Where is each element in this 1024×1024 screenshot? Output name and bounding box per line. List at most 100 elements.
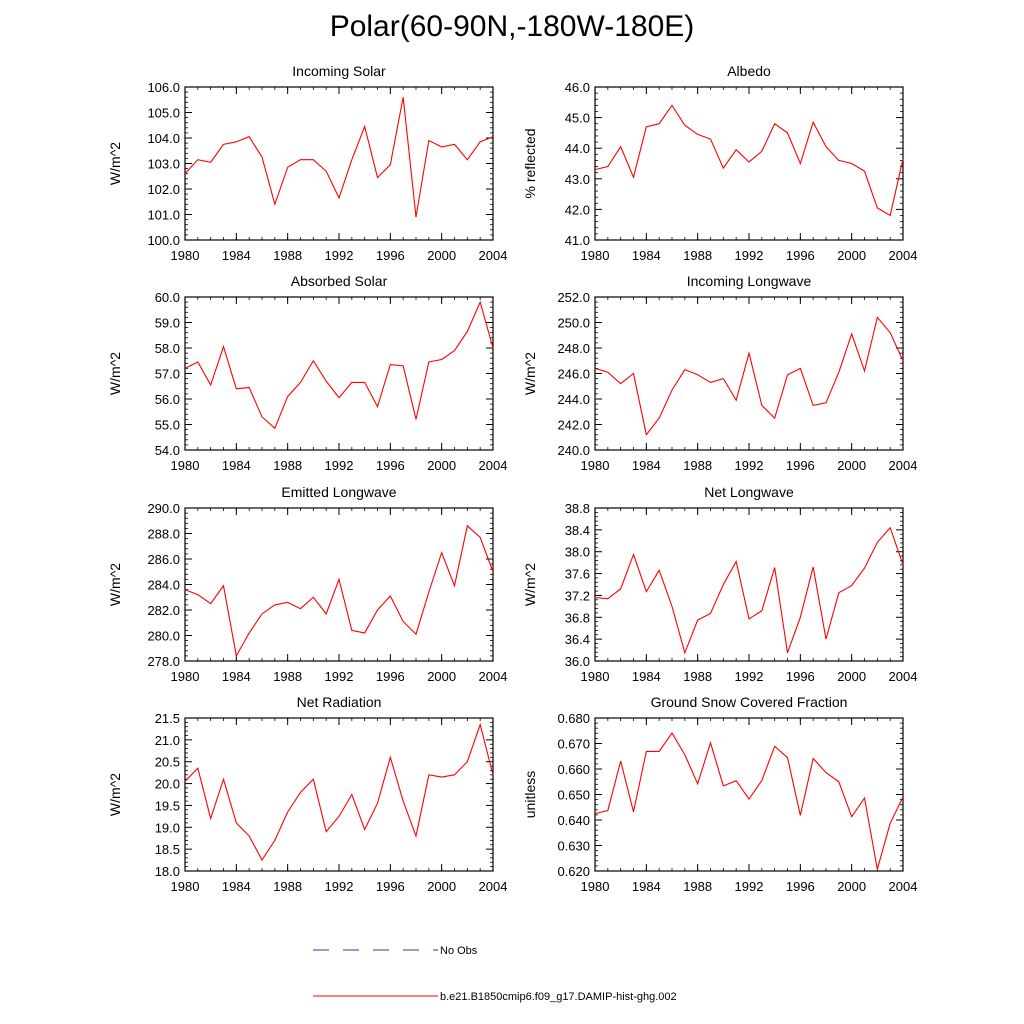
series-line bbox=[594, 316, 904, 436]
x-tick-label: 1996 bbox=[376, 669, 405, 684]
plot-frame bbox=[594, 507, 904, 662]
panel-2: Albedo % reflected 1980 1984 1988 1992 1996 200… bbox=[522, 63, 917, 263]
x-tick-label: 2000 bbox=[837, 879, 866, 894]
panel-title: Emitted Longwave bbox=[281, 484, 396, 500]
y-tick-label: 102.0 bbox=[147, 182, 180, 197]
x-tick-label: 1984 bbox=[632, 879, 661, 894]
x-tick-label: 2000 bbox=[837, 669, 866, 684]
panel-1: Incoming Solar W/m^2 1980 1984 1988 1992 1996 2… bbox=[107, 63, 507, 263]
x-tick-label: 1980 bbox=[171, 879, 200, 894]
x-tick-label: 1984 bbox=[222, 458, 251, 473]
panel-4: Incoming Longwave W/m^2 1980 1984 1988 1992 19… bbox=[522, 273, 917, 473]
y-axis-label: W/m^2 bbox=[522, 352, 538, 395]
y-tick-label: 100.0 bbox=[147, 233, 180, 248]
x-tick-label: 2004 bbox=[889, 248, 918, 263]
y-tick-label: 0.670 bbox=[557, 737, 590, 752]
y-tick-label: 103.0 bbox=[147, 157, 180, 172]
x-tick-label: 1992 bbox=[325, 458, 354, 473]
series-line bbox=[594, 104, 904, 217]
y-tick-label: 252.0 bbox=[557, 290, 590, 305]
y-tick-label: 38.4 bbox=[565, 523, 590, 538]
plot-frame bbox=[594, 296, 904, 451]
legend-label-model: b.e21.B1850cmip6.f09_g17.DAMIP-hist-ghg.… bbox=[440, 991, 677, 1003]
series-line bbox=[594, 732, 904, 870]
series-line bbox=[184, 722, 494, 862]
y-tick-label: 288.0 bbox=[147, 527, 180, 542]
x-tick-label: 1988 bbox=[683, 669, 712, 684]
x-tick-label: 1996 bbox=[786, 458, 815, 473]
plot-frame bbox=[594, 717, 904, 872]
panel-title: Absorbed Solar bbox=[291, 273, 388, 289]
x-tick-label: 1988 bbox=[273, 248, 302, 263]
x-tick-label: 1980 bbox=[581, 669, 610, 684]
y-tick-label: 0.650 bbox=[557, 788, 590, 803]
x-tick-label: 2004 bbox=[889, 879, 918, 894]
y-tick-label: 36.0 bbox=[565, 654, 590, 669]
panel-8: Ground Snow Covered Fraction unitless 1980… bbox=[522, 694, 917, 894]
y-tick-label: 250.0 bbox=[557, 316, 590, 331]
x-tick-label: 2000 bbox=[427, 669, 456, 684]
y-tick-label: 36.8 bbox=[565, 610, 590, 625]
y-tick-label: 59.0 bbox=[155, 316, 180, 331]
x-tick-label: 1980 bbox=[581, 458, 610, 473]
x-tick-label: 1984 bbox=[632, 458, 661, 473]
y-tick-label: 38.0 bbox=[565, 545, 590, 560]
x-tick-label: 2000 bbox=[427, 248, 456, 263]
x-tick-label: 1992 bbox=[735, 879, 764, 894]
y-tick-label: 60.0 bbox=[155, 290, 180, 305]
x-tick-label: 1980 bbox=[171, 458, 200, 473]
legend: No Obs b.e21.B1850cmip6.f09_g17.DAMIP-his… bbox=[313, 945, 677, 1003]
y-tick-label: 38.8 bbox=[565, 501, 590, 516]
x-tick-label: 1984 bbox=[222, 248, 251, 263]
x-tick-label: 1996 bbox=[376, 248, 405, 263]
y-tick-label: 45.0 bbox=[565, 111, 590, 126]
x-tick-label: 2000 bbox=[837, 248, 866, 263]
x-tick-label: 1992 bbox=[735, 248, 764, 263]
y-tick-label: 44.0 bbox=[565, 141, 590, 156]
panel-6: Net Longwave W/m^2 1980 1984 1988 1992 1996 200… bbox=[522, 484, 917, 684]
x-tick-label: 1988 bbox=[683, 248, 712, 263]
x-tick-label: 1996 bbox=[786, 669, 815, 684]
y-tick-label: 19.5 bbox=[155, 798, 180, 813]
panel-7: Net Radiation W/m^2 1980 1984 1988 1992 1996 20… bbox=[107, 694, 507, 894]
panel-3: Absorbed Solar W/m^2 1980 1984 1988 1992 1996 2… bbox=[107, 273, 507, 473]
x-tick-label: 1980 bbox=[581, 248, 610, 263]
y-tick-label: 104.0 bbox=[147, 131, 180, 146]
y-tick-label: 41.0 bbox=[565, 233, 590, 248]
panel-title: Incoming Solar bbox=[292, 63, 386, 79]
panel-title: Net Longwave bbox=[704, 484, 794, 500]
plot-frame bbox=[184, 717, 494, 872]
y-tick-label: 244.0 bbox=[557, 392, 590, 407]
panel-title: Ground Snow Covered Fraction bbox=[651, 694, 848, 710]
plot-frame bbox=[594, 86, 904, 241]
x-tick-label: 1980 bbox=[171, 248, 200, 263]
y-axis-label: % reflected bbox=[522, 128, 538, 198]
x-tick-label: 2004 bbox=[479, 458, 508, 473]
y-tick-label: 55.0 bbox=[155, 418, 180, 433]
y-tick-label: 286.0 bbox=[147, 552, 180, 567]
y-tick-label: 248.0 bbox=[557, 341, 590, 356]
y-tick-label: 46.0 bbox=[565, 80, 590, 95]
y-tick-label: 57.0 bbox=[155, 367, 180, 382]
x-tick-label: 1988 bbox=[273, 458, 302, 473]
y-axis-label: W/m^2 bbox=[107, 773, 123, 816]
x-tick-label: 1988 bbox=[273, 669, 302, 684]
x-tick-label: 1992 bbox=[735, 669, 764, 684]
series-line bbox=[184, 300, 494, 430]
y-tick-label: 280.0 bbox=[147, 629, 180, 644]
x-tick-label: 1992 bbox=[325, 669, 354, 684]
x-tick-label: 1984 bbox=[222, 879, 251, 894]
y-tick-label: 0.620 bbox=[557, 864, 590, 879]
y-tick-label: 37.6 bbox=[565, 567, 590, 582]
x-tick-label: 2000 bbox=[427, 458, 456, 473]
y-tick-label: 20.0 bbox=[155, 777, 180, 792]
y-axis-label: unitless bbox=[522, 771, 538, 818]
x-tick-label: 1984 bbox=[632, 669, 661, 684]
x-tick-label: 2004 bbox=[889, 458, 918, 473]
y-tick-label: 56.0 bbox=[155, 392, 180, 407]
y-axis-label: W/m^2 bbox=[522, 563, 538, 606]
plot-frame bbox=[184, 86, 494, 241]
y-tick-label: 42.0 bbox=[565, 202, 590, 217]
x-tick-label: 1992 bbox=[325, 879, 354, 894]
y-tick-label: 105.0 bbox=[147, 106, 180, 121]
